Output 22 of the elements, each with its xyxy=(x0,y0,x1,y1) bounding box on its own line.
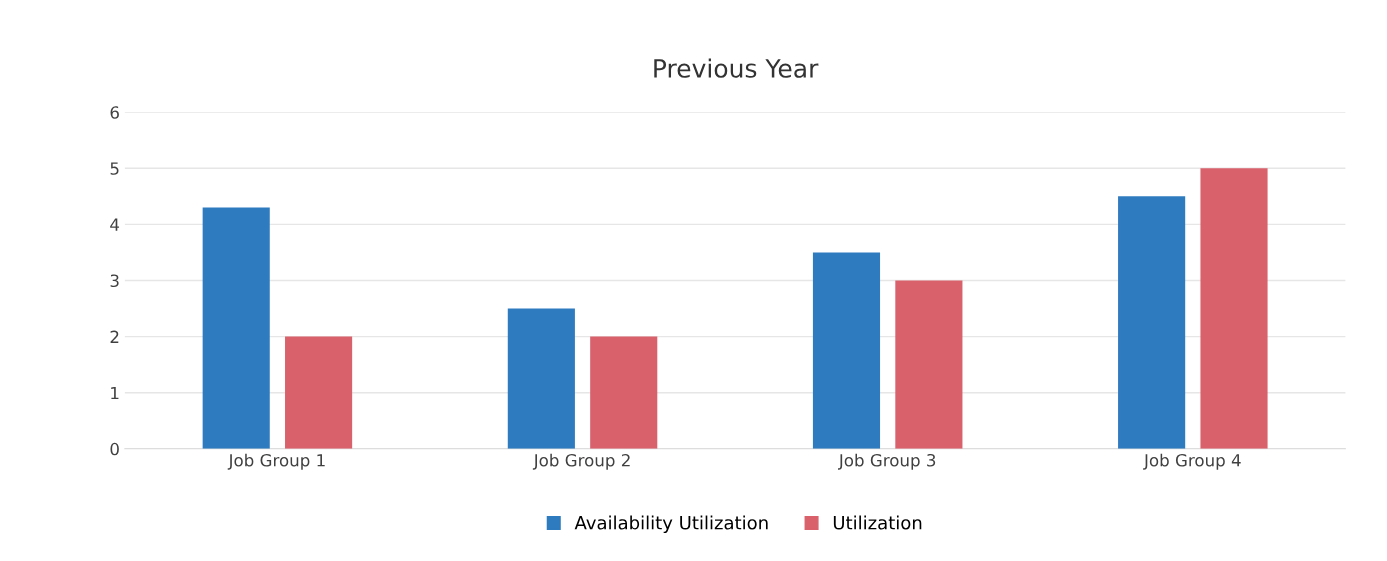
y-tick-label: 2 xyxy=(110,330,119,343)
x-tick-label: Job Group 2 xyxy=(532,453,630,470)
bar xyxy=(1200,168,1268,449)
bar xyxy=(507,308,575,449)
y-tick-label: 5 xyxy=(110,162,119,175)
y-tick-label: 0 xyxy=(110,442,119,456)
bar xyxy=(590,336,658,449)
bar xyxy=(285,336,353,449)
chart-title: Previous Year xyxy=(654,58,819,78)
y-tick-label: 4 xyxy=(110,218,120,231)
bar xyxy=(895,280,963,449)
y-tick-label: 1 xyxy=(111,386,119,400)
legend-label: Utilization xyxy=(833,515,922,530)
legend-label: Availability Utilization xyxy=(574,515,768,534)
x-tick-label: Job Group 1 xyxy=(227,453,325,470)
y-tick-label: 6 xyxy=(110,106,119,119)
x-tick-label: Job Group 3 xyxy=(838,453,936,470)
bar xyxy=(812,252,881,449)
bar xyxy=(202,207,270,449)
x-tick-label: Job Group 4 xyxy=(1143,453,1241,470)
bar xyxy=(1118,196,1186,449)
y-tick-label: 3 xyxy=(110,274,119,288)
